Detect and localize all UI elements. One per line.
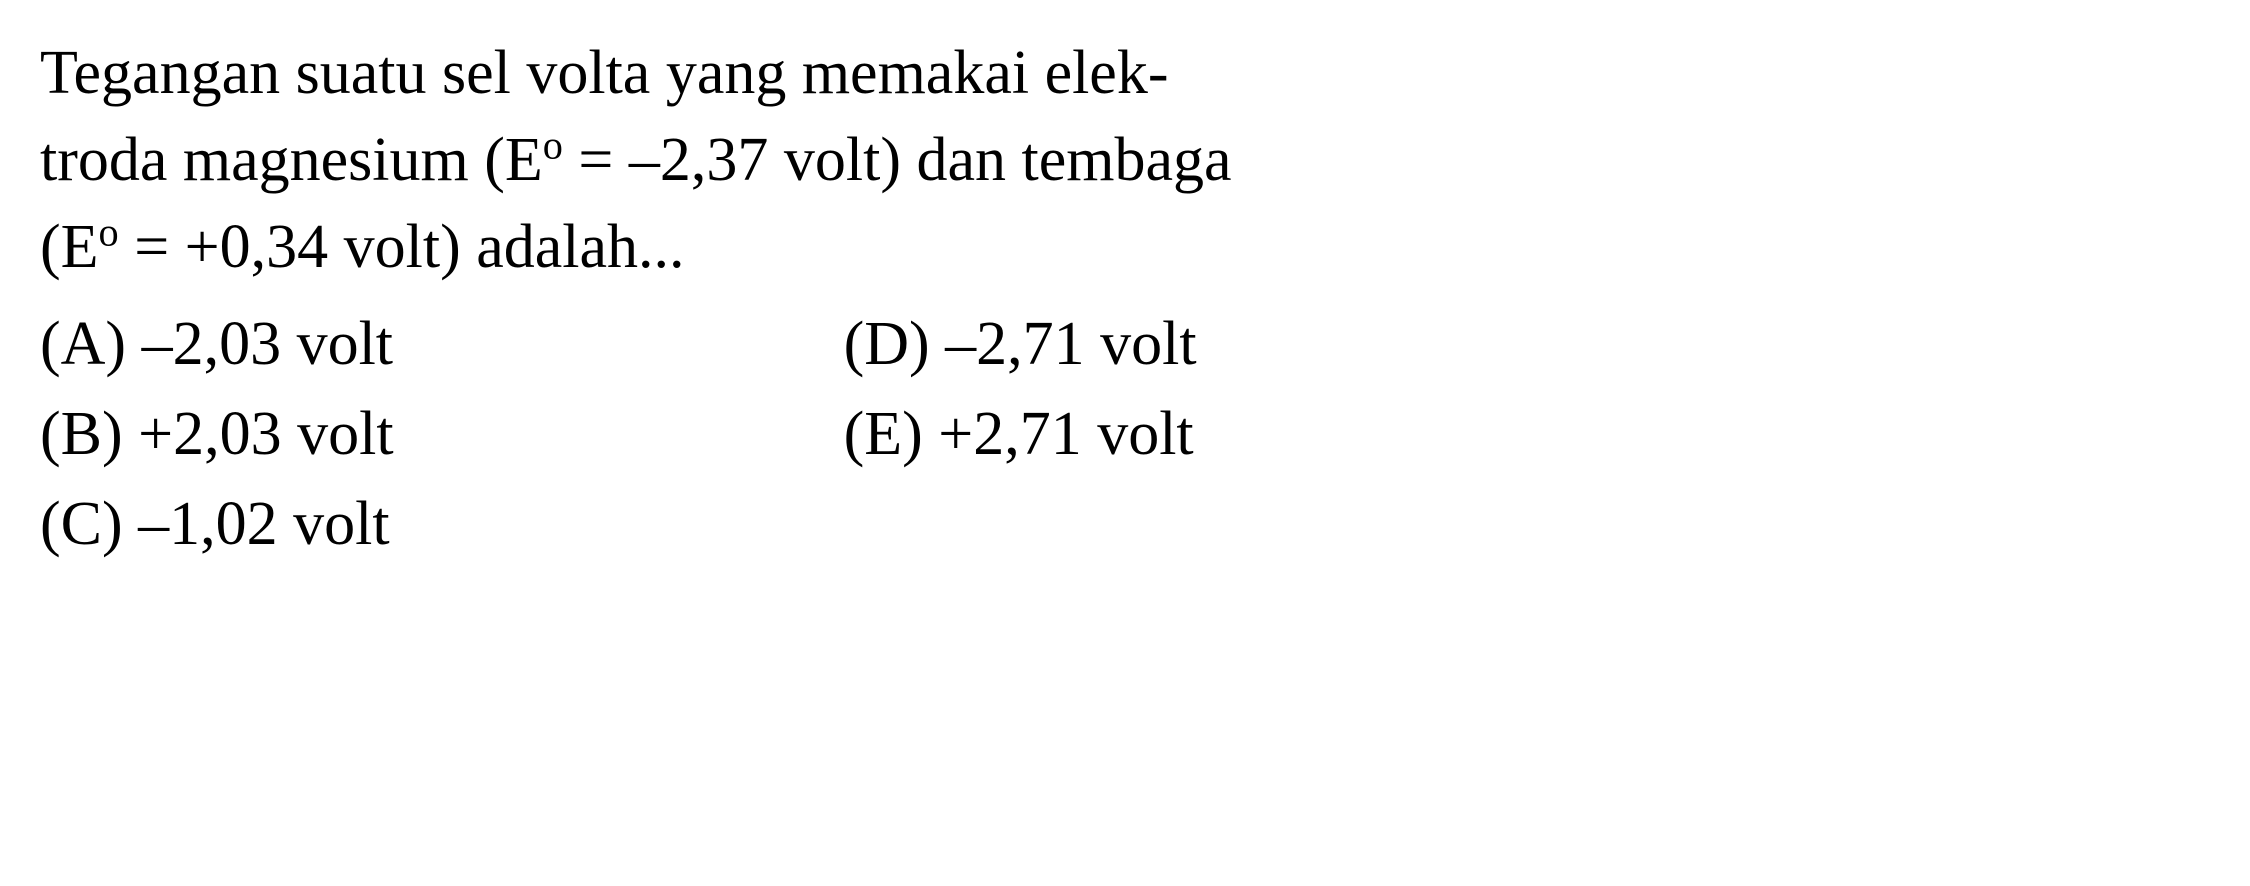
question-line-3-part2: = +0,34 volt) adalah... <box>119 213 685 281</box>
question-line-2: troda magnesium (Eo = –2,37 volt) dan te… <box>40 117 2210 204</box>
question-line-2-part2: = –2,37 volt) dan tembaga <box>563 126 1232 194</box>
options-column-right: (D) –2,71 volt (E) +2,71 volt <box>844 300 1197 570</box>
option-c[interactable]: (C) –1,02 volt <box>40 480 394 570</box>
question-text: Tegangan suatu sel volta yang memakai el… <box>40 30 2210 290</box>
option-d[interactable]: (D) –2,71 volt <box>844 300 1197 390</box>
option-e[interactable]: (E) +2,71 volt <box>844 390 1197 480</box>
question-line-1: Tegangan suatu sel volta yang memakai el… <box>40 30 2210 117</box>
question-line-3-part1: (E <box>40 213 99 281</box>
question-line-2-part1: troda magnesium (E <box>40 126 543 194</box>
options-column-left: (A) –2,03 volt (B) +2,03 volt (C) –1,02 … <box>40 300 394 570</box>
option-b[interactable]: (B) +2,03 volt <box>40 390 394 480</box>
superscript-degree-2: o <box>99 209 119 254</box>
superscript-degree-1: o <box>543 122 563 167</box>
question-container: Tegangan suatu sel volta yang memakai el… <box>40 30 2210 570</box>
options-container: (A) –2,03 volt (B) +2,03 volt (C) –1,02 … <box>40 300 2210 570</box>
question-line-3: (Eo = +0,34 volt) adalah... <box>40 204 2210 291</box>
option-a[interactable]: (A) –2,03 volt <box>40 300 394 390</box>
